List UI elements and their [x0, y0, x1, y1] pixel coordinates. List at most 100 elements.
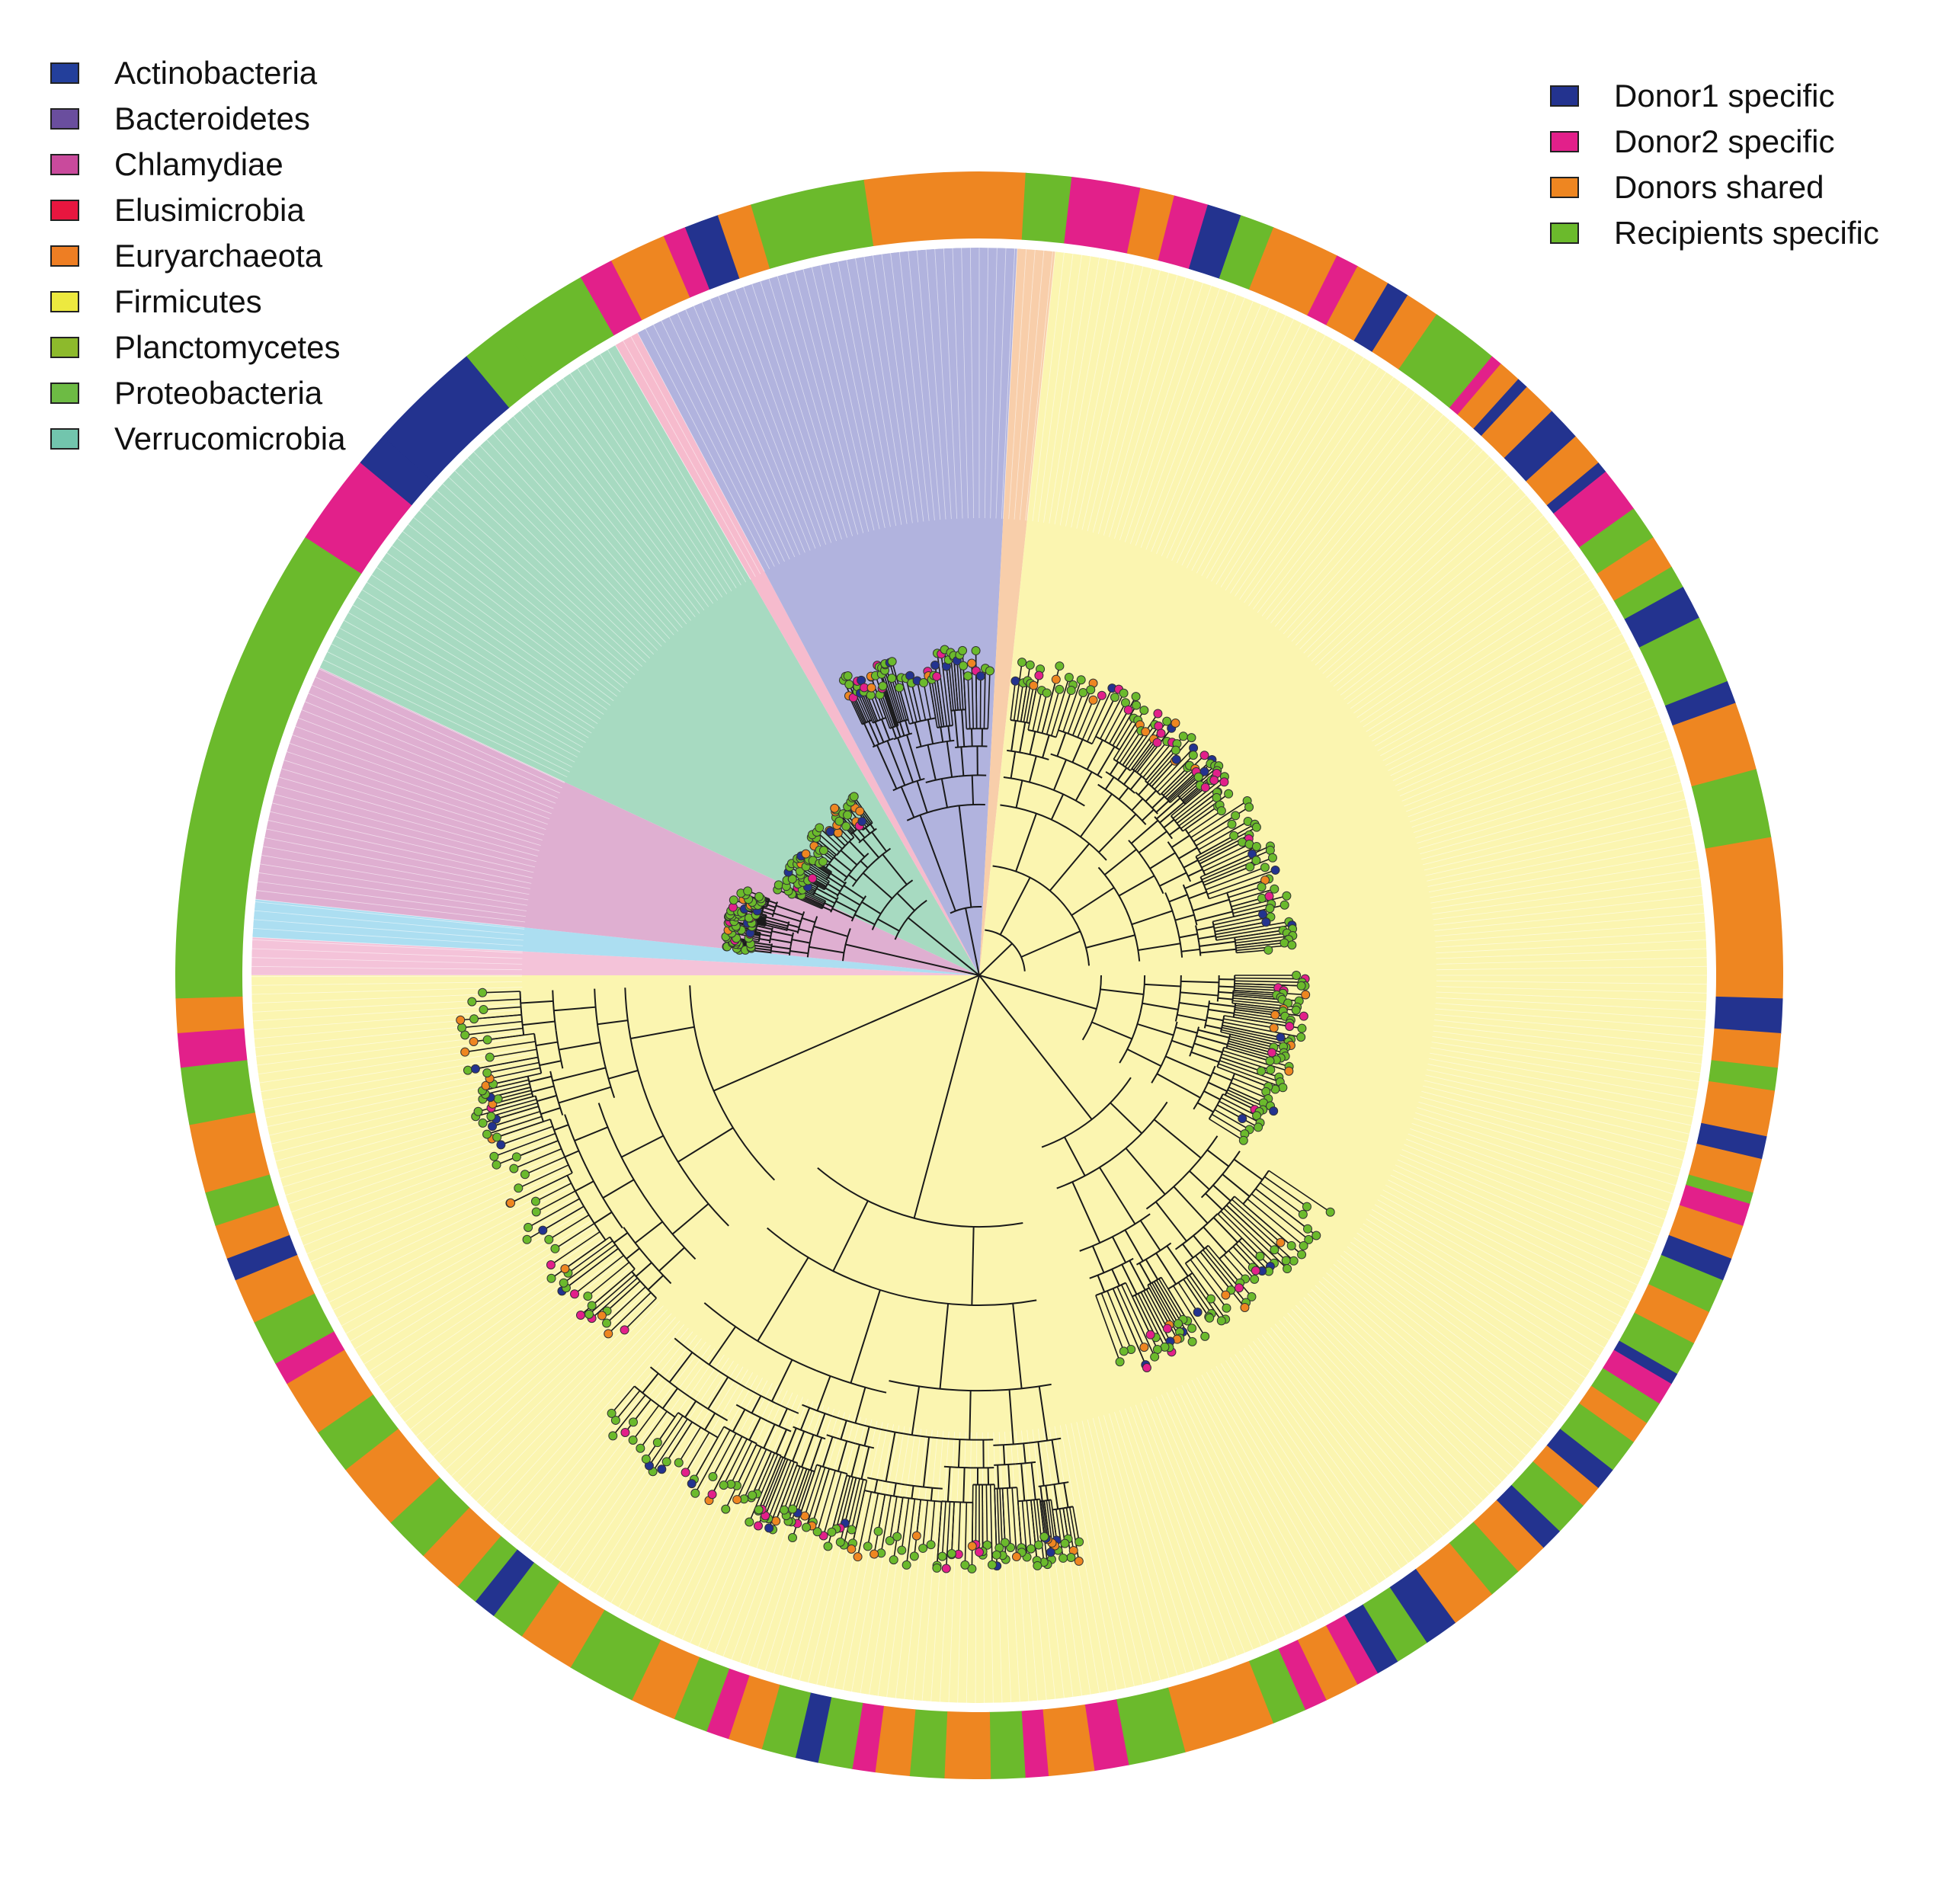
tip-node [1251, 1266, 1260, 1276]
tip-line [1343, 1250, 1560, 1415]
tip-line [1291, 443, 1477, 642]
ring-segment [254, 1293, 335, 1364]
branch-arc [1033, 1437, 1062, 1444]
ring-segment [1553, 471, 1635, 549]
tip-node [1279, 900, 1289, 910]
tip-line [595, 1363, 739, 1594]
tip-line [969, 248, 975, 519]
tip-node [780, 1505, 789, 1515]
branch [809, 946, 844, 954]
ring-segment [1602, 1349, 1672, 1404]
tip-line [562, 378, 719, 601]
branch-arc [937, 725, 944, 728]
branch [1098, 813, 1137, 853]
branch-arc [1148, 1242, 1172, 1259]
branch-arc [894, 899, 927, 940]
tip-line [1253, 1341, 1416, 1558]
tip-line [1187, 1382, 1310, 1625]
branch [1166, 771, 1197, 800]
tip-line [1156, 1396, 1262, 1647]
tip-line [260, 863, 528, 906]
branch [475, 1056, 539, 1070]
branch-arc [689, 985, 776, 1181]
branch [1219, 1060, 1281, 1083]
branch-arc [1174, 1231, 1198, 1250]
branch-arc [585, 1166, 623, 1229]
tip-line [1436, 997, 1706, 1012]
branch [901, 1498, 910, 1551]
tip-line [255, 898, 525, 928]
tip-line [842, 1424, 894, 1691]
sector-bacteroidetes [637, 248, 1017, 975]
tip-node [721, 1504, 731, 1514]
tip-line [653, 324, 775, 567]
tip-line [873, 255, 913, 523]
branch [606, 1286, 646, 1324]
tip-line [1431, 869, 1699, 909]
branch [927, 719, 934, 744]
tip-line [1019, 250, 1045, 520]
branch [536, 1190, 576, 1213]
tip-line [658, 1385, 778, 1629]
tip-line [820, 264, 880, 530]
branch [1029, 731, 1036, 755]
tip-node [754, 1505, 764, 1515]
tip-line [252, 927, 524, 946]
branch [1232, 903, 1272, 914]
tip-line [1261, 403, 1430, 616]
branch [633, 1399, 652, 1423]
branch [989, 1484, 993, 1565]
branch [957, 1439, 961, 1468]
ring-segment [673, 1657, 730, 1732]
branch-arc [623, 1227, 649, 1259]
tip-line [677, 312, 790, 560]
ring-segment [1691, 769, 1772, 850]
branch [1138, 831, 1167, 853]
branch-arc [1196, 1213, 1219, 1234]
branch-arc [1119, 1013, 1142, 1064]
branch [1112, 1288, 1148, 1368]
branch [1111, 1236, 1127, 1263]
branch [1156, 1073, 1201, 1099]
branch [822, 1436, 834, 1468]
tip-line [264, 1058, 530, 1110]
branch [694, 1429, 731, 1494]
source-legend-item-donor1-specific: Donor1 specific [1550, 73, 1879, 119]
branch [1039, 1486, 1043, 1502]
tip-line [1436, 957, 1707, 965]
branch [848, 683, 867, 723]
branch [1167, 759, 1212, 801]
tip-node [482, 1068, 492, 1078]
branch [1046, 689, 1061, 735]
branch-arc [1206, 1065, 1216, 1087]
branch-arc [958, 774, 987, 777]
tip-line [293, 1128, 549, 1221]
branch [1219, 1100, 1260, 1124]
tip-line [533, 399, 700, 614]
branch [1235, 980, 1302, 983]
tip-line [1388, 649, 1631, 771]
ring-segment [1668, 1205, 1744, 1260]
branch [1151, 795, 1165, 809]
phylum-legend: Actinobacteria Bacteroidetes Chlamydiae … [50, 50, 345, 462]
tip-node [1299, 1240, 1308, 1250]
tip-node [1078, 688, 1088, 698]
tip-line [768, 278, 847, 538]
branch [671, 1203, 709, 1235]
tip-line [378, 1233, 603, 1387]
tip-line [1356, 1232, 1581, 1386]
branch-arc [907, 1296, 1037, 1306]
branch [1145, 1288, 1168, 1329]
branch [840, 850, 858, 866]
tip-line [1220, 357, 1364, 587]
tip-node [511, 1152, 521, 1162]
branch [496, 1121, 544, 1138]
tip-line [925, 249, 946, 520]
tip-line [276, 785, 538, 857]
branch [773, 912, 802, 923]
tip-node [489, 1151, 499, 1161]
tip-line [1103, 1415, 1178, 1676]
branch-arc [950, 906, 982, 914]
branch [1038, 1386, 1049, 1441]
tip-line [1307, 469, 1503, 658]
